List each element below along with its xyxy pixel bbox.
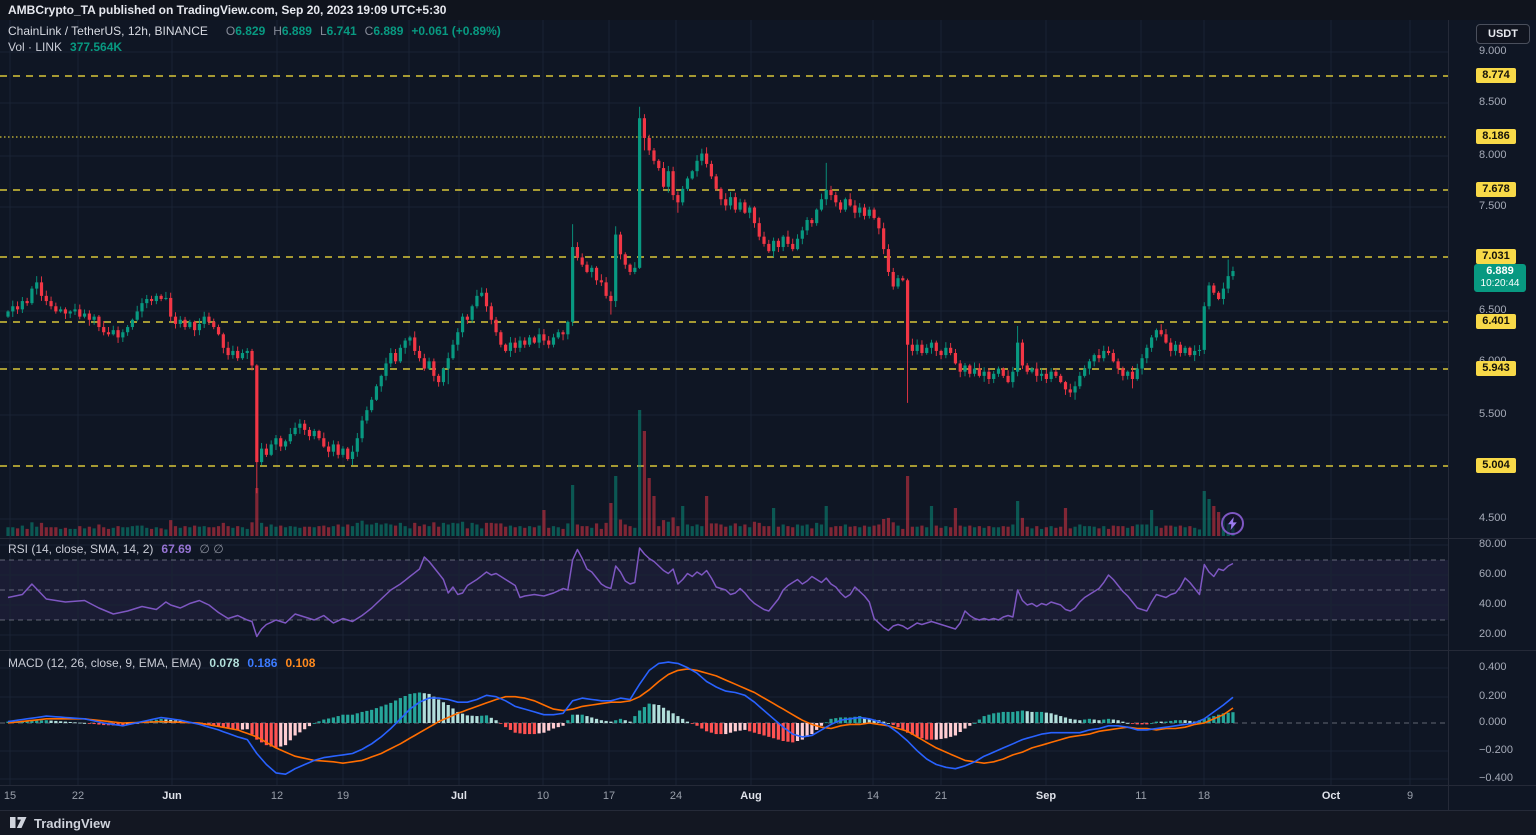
price-tick-label: 7.500 [1479,200,1507,212]
time-tick-label: 24 [669,790,683,802]
price-axis[interactable]: USDT 9.0008.5008.0007.5006.5006.0005.500… [1448,0,1536,810]
volume-value: 377.564K [70,40,123,54]
pane-separator-rsi[interactable] [0,538,1536,539]
ohlc-close-value: 6.889 [373,24,404,38]
price-tick-label: 8.500 [1479,96,1507,108]
macd-tick-label: 0.200 [1479,690,1507,702]
ohlc-high-value: 6.889 [281,24,312,38]
level-price-label: 7.678 [1476,182,1516,197]
flash-reaction-button[interactable] [1221,512,1244,535]
level-price-label: 8.186 [1476,129,1516,144]
rsi-tick-label: 80.00 [1479,538,1507,550]
macd-histogram-value: 0.078 [209,656,240,670]
volume-layer [6,410,1235,536]
time-tick-label: Sep [1035,790,1057,802]
macd-histogram-layer [6,692,1235,748]
macd-tick-label: 0.400 [1479,661,1507,673]
time-tick-label: 14 [866,790,880,802]
pane-separator-macd[interactable] [0,650,1536,651]
level-price-label: 6.401 [1476,314,1516,329]
time-tick-label: 11 [1135,790,1147,802]
price-axis-separator [1448,20,1449,810]
macd-tick-label: 0.000 [1479,716,1507,728]
lightning-icon [1228,517,1237,530]
tradingview-logo-icon[interactable] [10,816,27,830]
time-tick-label: 19 [336,790,350,802]
macd-line-value: 0.186 [247,656,278,670]
rsi-tick-label: 20.00 [1479,628,1507,640]
time-tick-label: 12 [270,790,284,802]
time-tick-label: Jul [451,790,467,802]
ohlc-open-label: O [225,24,236,38]
symbol-legend: ChainLink / TetherUS, 12h, BINANCE O6.829… [8,23,501,55]
time-tick-label: 17 [602,790,616,802]
rsi-tick-label: 40.00 [1479,598,1507,610]
bar-countdown: 10:20:44 [1480,278,1520,289]
macd-legend: MACD (12, 26, close, 9, EMA, EMA) 0.078 0.… [8,655,315,671]
level-price-label: 7.031 [1476,249,1516,264]
rsi-legend: RSI (14, close, SMA, 14, 2) 67.69 ∅ ∅ [8,541,224,557]
tradingview-wordmark[interactable]: TradingView [34,815,111,831]
last-price-value: 6.889 [1486,265,1514,277]
rsi-value: 67.69 [161,542,192,556]
macd-signal-value: 0.108 [285,656,316,670]
ohlc-high-label: H [273,24,282,38]
level-price-label: 5.004 [1476,458,1516,473]
rsi-tick-label: 60.00 [1479,568,1507,580]
time-axis[interactable]: 15 22 Jun 12 19 Jul 10 17 24 Aug 14 21 Sep 11 18 Oct 9 [0,785,1448,810]
ohlc-close-label: C [364,24,374,38]
rsi-title: RSI (14, close, SMA, 14, 2) [8,542,154,556]
symbol-title: ChainLink / TetherUS, 12h, BINANCE [8,24,208,38]
macd-tick-label: −0.200 [1479,744,1513,756]
time-tick-label: Aug [740,790,762,802]
publish-text: AMBCrypto_TA published on TradingView.co… [8,3,447,17]
publish-header: AMBCrypto_TA published on TradingView.co… [0,0,1536,20]
ohlc-low-value: 6.741 [326,24,357,38]
price-tick-label: 4.500 [1479,512,1507,524]
volume-label: Vol · LINK [8,40,63,54]
level-price-label: 5.943 [1476,361,1516,376]
time-axis-separator [0,785,1536,786]
footer-bar: TradingView [0,810,1536,835]
macd-line [7,661,1234,776]
time-tick-label: 21 [934,790,948,802]
time-tick-label: 18 [1197,790,1211,802]
candles-layer [6,106,1235,494]
macd-signal-line [7,668,1234,765]
rsi-smoothing-values: ∅ ∅ [199,542,224,556]
macd-tick-label: −0.400 [1479,772,1513,784]
time-tick-label: Jun [162,790,182,802]
time-tick-label: 10 [536,790,550,802]
last-price-label: 6.889 10:20:44 [1474,264,1526,292]
price-tick-label: 8.000 [1479,149,1507,161]
macd-title: MACD (12, 26, close, 9, EMA, EMA) [8,656,202,670]
time-tick-label: 22 [71,790,85,802]
price-tick-label: 5.500 [1479,408,1507,420]
time-tick-label: 15 [3,790,17,802]
price-tick-label: 6.500 [1479,304,1507,316]
level-price-label: 8.774 [1476,68,1516,83]
ohlc-open-value: 6.829 [235,24,266,38]
time-tick-label: 9 [1406,790,1414,802]
chart-region: ChainLink / TetherUS, 12h, BINANCE O6.829… [0,0,1536,810]
price-tick-label: 9.000 [1479,45,1507,57]
time-tick-label: Oct [1321,790,1341,802]
currency-toggle-button[interactable]: USDT [1476,24,1530,44]
ohlc-low-label: L [319,24,327,38]
chart-canvas[interactable] [0,20,1448,785]
price-change: +0.061 (+0.89%) [411,24,501,38]
rsi-line [7,547,1234,638]
